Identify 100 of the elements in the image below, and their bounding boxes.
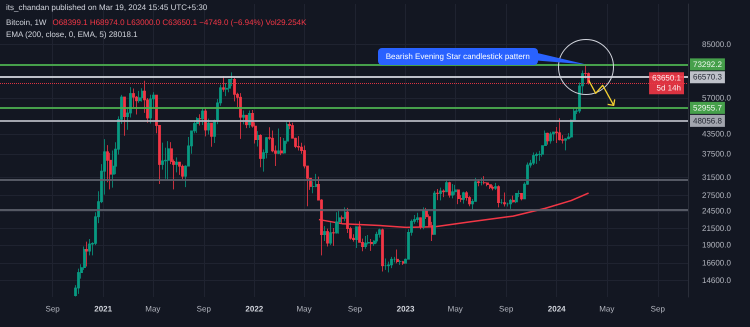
candlestick [297,136,300,151]
candlestick [207,118,210,135]
candlestick [396,249,399,264]
ref-line-label: 63650.1 5d 14h [652,74,682,93]
y-tick-label: 37500.0 [702,150,732,159]
candlestick [329,222,332,246]
candlestick [433,190,436,235]
candlestick [549,132,552,144]
y-tick-label: 24500.0 [702,206,732,216]
x-tick-label: Sep [196,304,212,314]
candlestick [384,258,387,270]
y-tick-label: 85000.0 [702,40,732,49]
candlestick [399,260,402,266]
ref-line-label: 48056.8 [693,116,722,126]
y-tick-label: 21500.0 [702,224,732,234]
candlestick [138,90,141,104]
candlestick [88,238,91,256]
candlestick [370,238,373,252]
candlestick [225,82,228,97]
candlestick [204,108,207,137]
candlestick [341,215,344,224]
candlestick [123,96,126,136]
candlestick [199,114,202,126]
candlestick [520,192,523,201]
candlestick [335,212,338,234]
candlestick [323,226,326,242]
y-tick-label: 31500.0 [702,172,732,182]
candlestick [149,94,152,124]
candlestick [480,177,483,186]
annotation: O68399.1 H68974.0 L63000.0 C63650.1 −4749.0 (−6.94%) Vol29.254K [52,18,306,27]
candlestick [416,212,419,223]
candlestick [364,236,367,250]
candlestick [239,92,242,140]
candlestick [546,132,549,146]
y-tick-label: 57000.0 [702,94,732,103]
annotation: EMA (200, close, 0, EMA, 5) 28018.1 [6,29,139,41]
candlestick [326,228,329,247]
ref-line-label: 73292.2 [693,60,722,69]
candlestick [445,179,448,193]
x-tick-label: Sep [499,304,514,314]
candlestick [387,261,390,273]
candlestick [280,136,283,156]
x-tick-label: Sep [650,304,666,314]
x-tick-label: May [448,304,463,314]
candlestick [422,206,425,230]
candlestick [448,181,451,198]
x-tick-label: 2023 [396,304,415,314]
candlestick [515,192,518,204]
candlestick [259,134,262,168]
candlestick [451,184,454,199]
candlestick [497,184,500,208]
candlestick [210,122,213,148]
y-tick-label: 27500.0 [702,191,732,200]
candlestick [338,210,341,234]
candlestick [535,152,538,164]
candlestick [494,182,497,190]
candlestick [178,161,181,176]
x-tick-label: May [296,304,312,314]
candlestick [167,140,170,180]
chart-subtitle: its_chandan published on Mar 19, 2024 15:45 UTC+5:30 [6,2,208,14]
candlestick [454,184,457,196]
x-tick-label: 2021 [94,304,113,314]
x-tick-label: Sep [45,304,60,314]
candlestick [77,268,80,294]
candlestick [483,176,486,185]
candlestick [242,110,245,125]
candlestick [201,108,204,126]
candlestick [332,228,335,246]
y-tick-label: 14600.0 [702,276,732,285]
ref-line-label: 52955.7 [693,103,722,112]
x-tick-label: Sep [348,304,363,314]
candlestick [439,187,442,201]
candlestick [181,164,184,180]
candlestick [558,118,561,141]
x-tick-label: May [599,304,614,314]
candlestick [503,192,506,207]
candlestick [402,260,405,266]
candlestick [367,234,370,245]
candlestick [442,189,445,198]
candlestick [489,184,492,190]
annotation: Bearish Evening Star candlestick pattern [378,48,538,65]
candlestick [509,198,512,210]
candlestick [512,195,515,204]
x-tick-label: May [145,304,160,314]
candlestick [491,184,494,191]
candlestick [477,178,480,187]
candlestick [552,131,555,142]
candlestick [500,198,503,205]
x-tick-label: 2022 [245,304,264,314]
candlestick [141,88,144,102]
y-tick-label: 43500.0 [702,130,732,139]
candlestick [457,189,460,205]
candlestick [277,128,280,154]
candlestick [462,191,465,204]
y-tick-label: 16600.0 [702,258,732,268]
candlestick [257,130,260,147]
ref-line-label: 66570.3 [693,72,722,82]
candlestick [390,256,393,269]
candlestick [381,228,384,272]
candlestick [85,241,88,267]
